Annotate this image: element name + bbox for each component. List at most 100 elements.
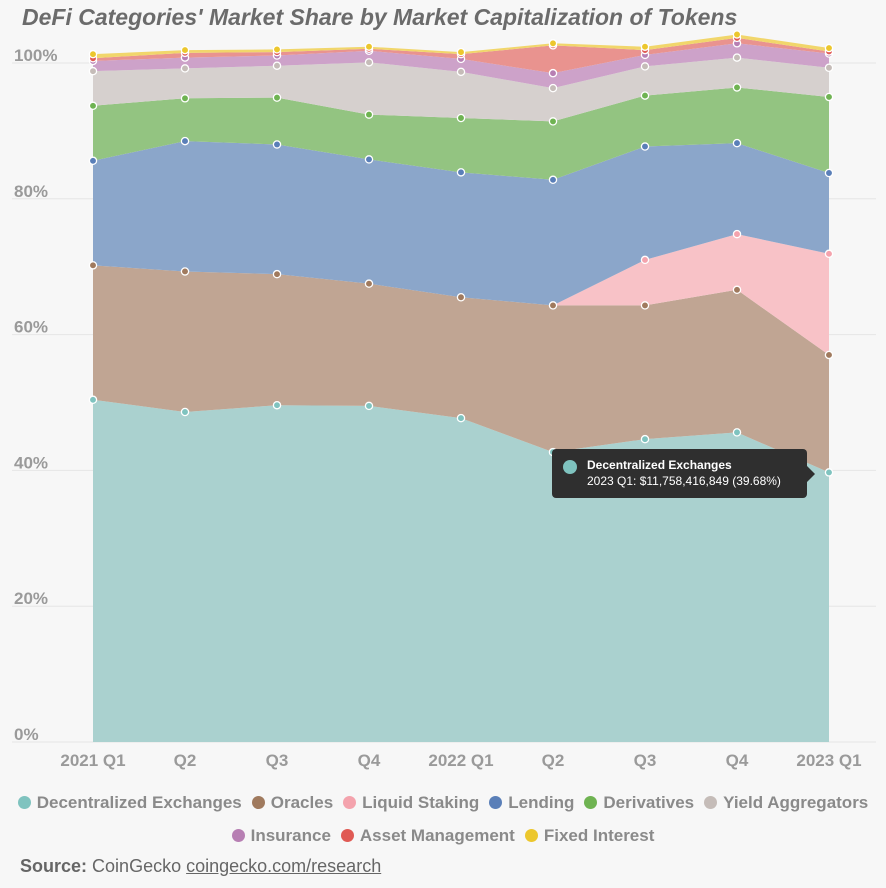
legend-item[interactable]: Lending <box>489 786 574 819</box>
x-tick-label: 2021 Q1 <box>60 751 125 770</box>
tooltip-value: 2023 Q1: $11,758,416,849 (39.68%) <box>587 474 781 488</box>
data-point[interactable] <box>548 117 558 126</box>
data-point[interactable] <box>732 138 742 148</box>
data-point[interactable] <box>548 83 558 93</box>
legend-label: Derivatives <box>603 793 695 812</box>
data-point[interactable] <box>548 301 558 310</box>
data-point[interactable] <box>548 39 558 48</box>
legend-label: Yield Aggregators <box>723 793 869 812</box>
x-tick-label: Q3 <box>634 751 657 770</box>
data-point[interactable] <box>364 401 374 411</box>
tooltip: Decentralized Exchanges 2023 Q1: $11,758… <box>552 449 815 498</box>
data-point[interactable] <box>364 110 374 119</box>
legend-swatch <box>489 796 503 809</box>
stacked-area-chart: 0% 20% 40% 60% 80% 100% 2021 Q1 Q2 Q3 Q4 2022 Q1 Q… <box>12 30 876 770</box>
source-label: Source: <box>20 856 88 876</box>
data-point[interactable] <box>364 279 374 288</box>
data-point[interactable] <box>732 428 742 437</box>
data-point[interactable] <box>824 249 834 259</box>
source-link[interactable]: coingecko.com/research <box>186 856 382 876</box>
legend-swatch <box>524 829 538 842</box>
data-point[interactable] <box>88 66 98 76</box>
legend-item[interactable]: Fixed Interest <box>524 819 654 852</box>
data-point[interactable] <box>272 400 282 410</box>
data-point[interactable] <box>456 293 466 302</box>
legend-item[interactable]: Derivatives <box>584 786 694 819</box>
data-point[interactable] <box>180 407 190 417</box>
x-tick-label: Q2 <box>174 751 197 770</box>
data-point[interactable] <box>732 83 742 92</box>
data-point[interactable] <box>272 45 282 54</box>
legend-label: Decentralized Exchanges <box>36 793 242 812</box>
data-point[interactable] <box>364 155 374 164</box>
data-point[interactable] <box>548 68 558 78</box>
data-point[interactable] <box>824 43 834 53</box>
legend-label: Lending <box>508 793 575 812</box>
data-point[interactable] <box>824 63 834 73</box>
data-point[interactable] <box>456 113 466 123</box>
legend-item[interactable]: Yield Aggregators <box>704 786 868 819</box>
area-oracles[interactable] <box>93 265 829 473</box>
legend-item[interactable]: Liquid Staking <box>343 786 479 819</box>
data-point[interactable] <box>640 42 650 51</box>
data-point[interactable] <box>732 30 742 39</box>
tooltip-series-dot <box>563 460 577 474</box>
data-point[interactable] <box>88 49 98 59</box>
data-point[interactable] <box>456 168 466 177</box>
legend-item[interactable]: Oracles <box>251 786 334 819</box>
data-point[interactable] <box>824 468 834 477</box>
data-point[interactable] <box>180 136 190 146</box>
data-point[interactable] <box>640 434 650 444</box>
area-yield-aggregators[interactable] <box>93 57 829 122</box>
area-liquid-staking[interactable] <box>93 234 829 355</box>
data-point[interactable] <box>640 301 650 310</box>
data-point[interactable] <box>824 92 834 102</box>
area-insurance[interactable] <box>93 43 829 89</box>
data-point[interactable] <box>732 229 742 239</box>
legend-swatch <box>343 796 357 809</box>
data-point[interactable] <box>364 58 374 67</box>
y-tick-label: 20% <box>14 589 48 608</box>
data-point[interactable] <box>180 267 190 276</box>
data-point[interactable] <box>640 91 650 100</box>
data-point[interactable] <box>180 45 190 55</box>
data-point[interactable] <box>180 64 190 73</box>
data-point[interactable] <box>272 93 282 102</box>
data-point[interactable] <box>272 269 282 279</box>
data-point[interactable] <box>88 261 98 270</box>
data-point[interactable] <box>548 175 558 185</box>
data-point[interactable] <box>732 285 742 295</box>
legend-item[interactable]: Asset Management <box>340 819 515 852</box>
data-point[interactable] <box>88 395 98 405</box>
data-point[interactable] <box>456 47 466 57</box>
data-point[interactable] <box>824 168 834 178</box>
data-point[interactable] <box>640 255 650 265</box>
data-point[interactable] <box>824 350 834 360</box>
x-tick-label: Q3 <box>266 751 289 770</box>
y-axis: 0% 20% 40% 60% 80% 100% <box>14 46 57 744</box>
legend-label: Asset Management <box>359 826 515 845</box>
data-point[interactable] <box>732 53 742 62</box>
x-tick-label: Q4 <box>358 751 381 770</box>
legend-swatch <box>17 796 31 809</box>
legend-swatch <box>231 829 245 842</box>
data-point[interactable] <box>456 413 466 423</box>
data-point[interactable] <box>456 67 466 77</box>
area-derivatives[interactable] <box>93 87 829 180</box>
data-point[interactable] <box>364 42 374 51</box>
data-point[interactable] <box>272 140 282 149</box>
area-lending[interactable] <box>93 141 829 306</box>
data-point[interactable] <box>272 61 282 70</box>
data-point[interactable] <box>88 156 98 166</box>
data-point[interactable] <box>88 101 98 111</box>
legend-item[interactable]: Decentralized Exchanges <box>17 786 242 819</box>
x-axis: 2021 Q1 Q2 Q3 Q4 2022 Q1 Q2 Q3 Q4 2023 Q1 <box>60 751 861 770</box>
legend-label: Oracles <box>270 793 334 812</box>
data-point[interactable] <box>180 94 190 103</box>
x-tick-label: Q2 <box>542 751 565 770</box>
data-point[interactable] <box>640 62 650 71</box>
x-tick-label: 2023 Q1 <box>796 751 861 770</box>
y-tick-label: 40% <box>14 453 48 472</box>
data-point[interactable] <box>640 142 650 151</box>
legend-item[interactable]: Insurance <box>231 819 331 852</box>
